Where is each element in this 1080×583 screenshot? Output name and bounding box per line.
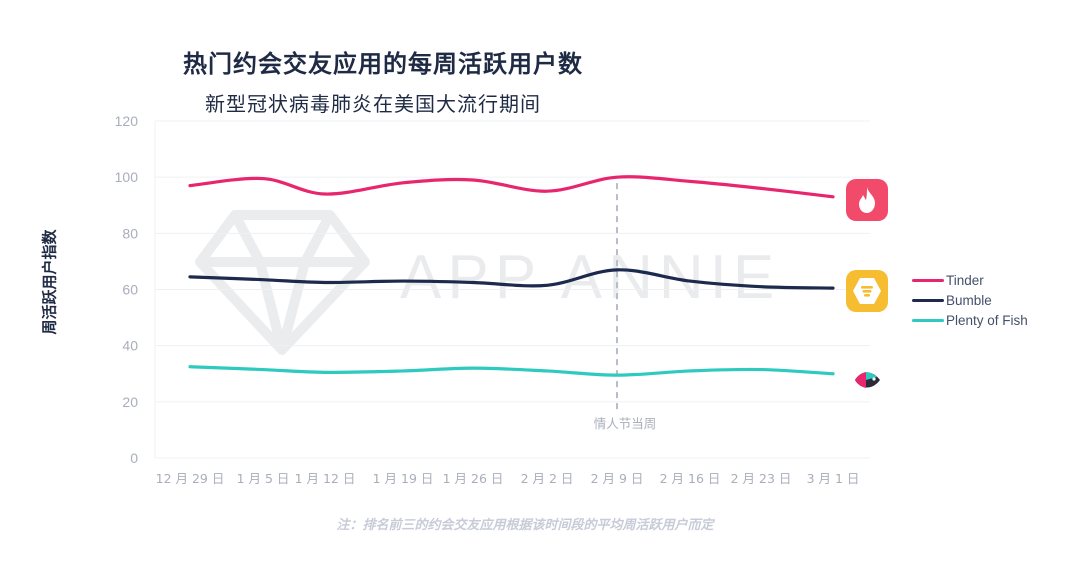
valentine-week-label: 情人节当周	[594, 416, 657, 431]
legend-label-bumble: Bumble	[946, 292, 992, 308]
tinder-flame-icon	[846, 179, 888, 221]
watermark: APP ANNIE	[195, 210, 780, 355]
legend-swatch-tinder	[912, 278, 944, 282]
x-tick-label: 1 月 12 日	[295, 471, 356, 486]
series-line-pof	[188, 365, 835, 377]
y-tick-label: 60	[122, 282, 138, 298]
x-tick-label: 2 月 23 日	[731, 471, 792, 486]
x-tick-label: 2 月 9 日	[591, 471, 644, 486]
watermark-diamond-icon	[195, 210, 370, 355]
legend-item-bumble: Bumble	[912, 290, 1028, 310]
y-tick-label: 100	[115, 169, 139, 185]
legend-swatch-bumble	[912, 298, 944, 302]
y-tick-label: 20	[122, 394, 138, 410]
legend-label-pof: Plenty of Fish	[946, 312, 1028, 328]
chart-subtitle: 新型冠状病毒肺炎在美国大流行期间	[205, 92, 541, 116]
plenty-of-fish-logo-icon	[852, 365, 882, 395]
x-tick-label: 1 月 19 日	[373, 471, 434, 486]
bumble-logo-icon	[846, 270, 888, 312]
series-line-tinder	[188, 175, 835, 199]
x-tick-label: 1 月 5 日	[237, 471, 290, 486]
legend-swatch-pof	[912, 318, 944, 322]
y-tick-label: 80	[122, 225, 138, 241]
x-tick-label: 2 月 2 日	[521, 471, 574, 486]
series-line-bumble	[188, 268, 835, 290]
watermark-text: APP ANNIE	[400, 243, 780, 312]
x-tick-label: 12 月 29 日	[156, 471, 225, 486]
x-tick-label: 3 月 1 日	[807, 471, 860, 486]
x-tick-label: 1 月 26 日	[443, 471, 504, 486]
y-tick-label: 0	[130, 450, 138, 466]
legend: Tinder Bumble Plenty of Fish	[912, 270, 1028, 330]
y-tick-label: 40	[122, 338, 138, 354]
legend-item-pof: Plenty of Fish	[912, 310, 1028, 330]
footnote: 注：排名前三的约会交友应用根据该时间段的平均周活跃用户而定	[336, 518, 714, 533]
y-tick-label: 120	[115, 113, 139, 129]
chart-title: 热门约会交友应用的每周活跃用户数	[183, 50, 583, 78]
legend-label-tinder: Tinder	[946, 272, 984, 288]
legend-item-tinder: Tinder	[912, 270, 1028, 290]
x-tick-label: 2 月 16 日	[660, 471, 721, 486]
